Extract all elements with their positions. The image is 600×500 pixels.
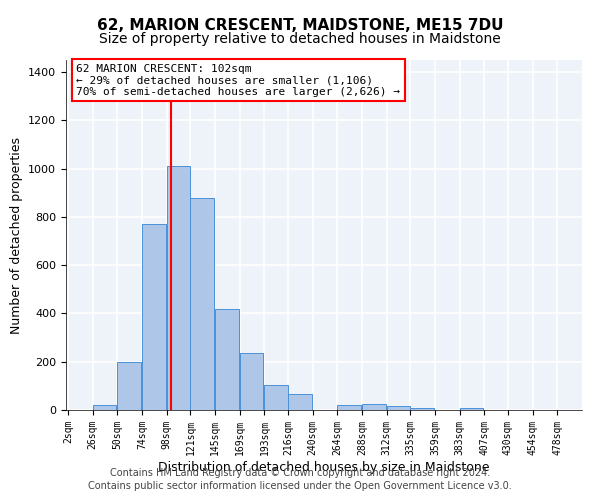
Text: Size of property relative to detached houses in Maidstone: Size of property relative to detached ho… — [99, 32, 501, 46]
X-axis label: Distribution of detached houses by size in Maidstone: Distribution of detached houses by size … — [158, 460, 490, 473]
Bar — [387, 406, 410, 410]
Y-axis label: Number of detached properties: Number of detached properties — [10, 136, 23, 334]
Bar — [190, 198, 214, 410]
Bar — [288, 394, 311, 410]
Bar — [240, 354, 263, 410]
Bar — [265, 384, 288, 410]
Text: Contains HM Land Registry data © Crown copyright and database right 2024.: Contains HM Land Registry data © Crown c… — [110, 468, 490, 478]
Bar — [362, 404, 386, 410]
Text: Contains public sector information licensed under the Open Government Licence v3: Contains public sector information licen… — [88, 481, 512, 491]
Text: 62, MARION CRESCENT, MAIDSTONE, ME15 7DU: 62, MARION CRESCENT, MAIDSTONE, ME15 7DU — [97, 18, 503, 32]
Text: 62 MARION CRESCENT: 102sqm
← 29% of detached houses are smaller (1,106)
70% of s: 62 MARION CRESCENT: 102sqm ← 29% of deta… — [76, 64, 400, 96]
Bar — [410, 408, 434, 410]
Bar — [460, 408, 484, 410]
Bar — [118, 362, 141, 410]
Bar — [215, 308, 239, 410]
Bar — [93, 405, 116, 410]
Bar — [167, 166, 190, 410]
Bar — [337, 405, 361, 410]
Bar — [142, 224, 166, 410]
